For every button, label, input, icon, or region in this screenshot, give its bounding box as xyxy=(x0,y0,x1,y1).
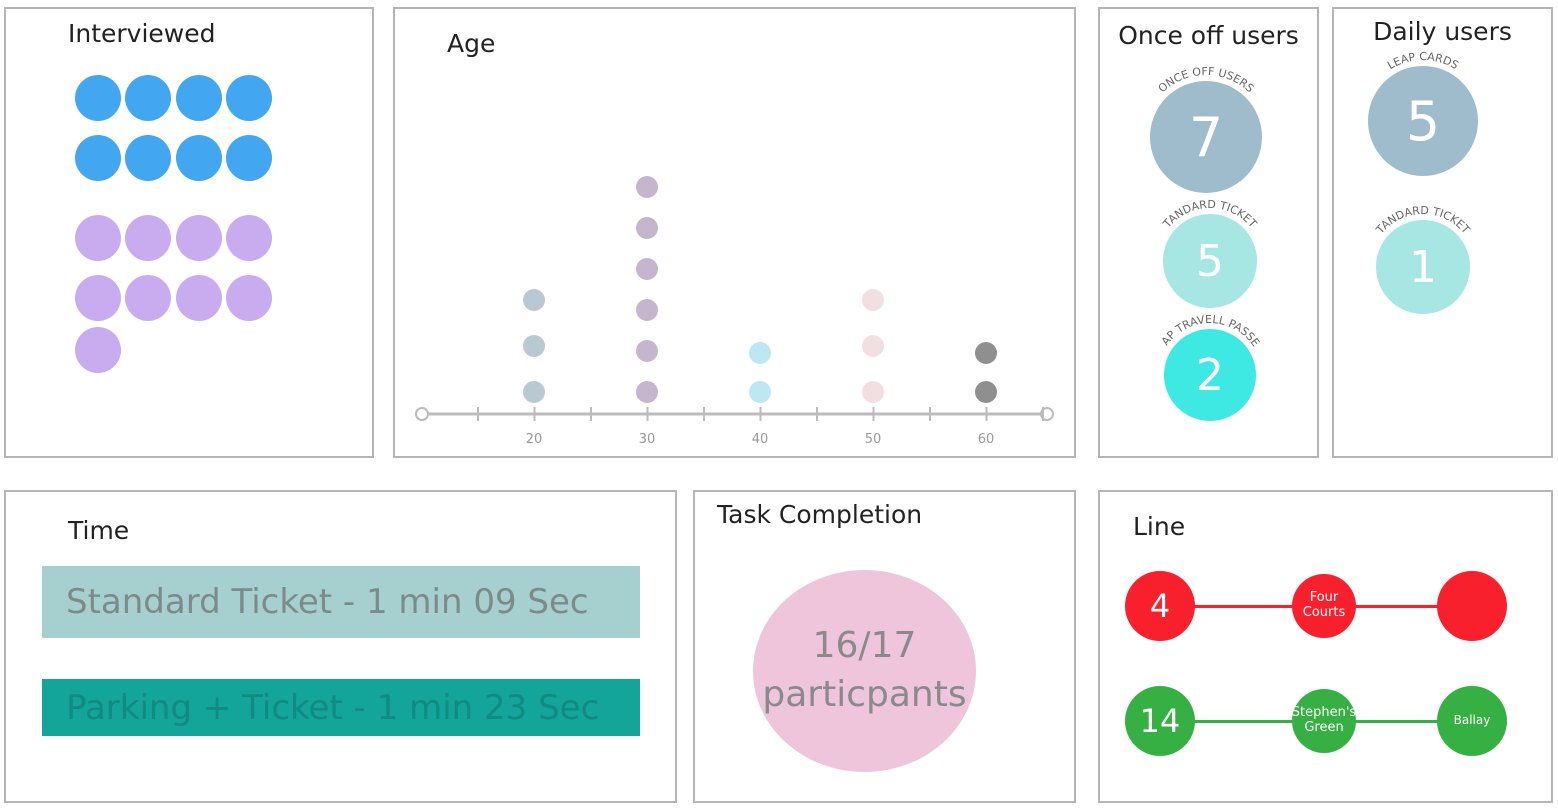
age-dot xyxy=(636,340,658,362)
task-panel: Task Completion 16/17 particpants xyxy=(693,490,1076,803)
age-tick-label: 50 xyxy=(865,432,882,447)
age-dot xyxy=(523,381,545,403)
once-off-panel: Once off users 7 ONCE OFF USERS 5 STANDARD … xyxy=(1098,7,1319,458)
once-off-circle: 5 xyxy=(1163,214,1257,308)
daily-panel: Daily users 5 LEAP CARDS 1 STANDARD TICKETS xyxy=(1332,7,1553,458)
daily-value: 1 xyxy=(1409,241,1437,293)
interviewee-dot xyxy=(226,215,272,261)
task-value: 16/17 xyxy=(812,625,917,667)
age-dot xyxy=(749,342,771,364)
age-dot xyxy=(636,176,658,198)
age-dot xyxy=(749,381,771,403)
age-tick-label: 40 xyxy=(752,432,769,447)
daily-value: 5 xyxy=(1405,89,1441,153)
time-panel: Time Standard Ticket - 1 min 09 Sec Park… xyxy=(4,490,677,803)
svg-text:LEAP CARDS: LEAP CARDS xyxy=(1385,50,1461,72)
interviewee-dot xyxy=(176,275,222,321)
interviewee-dot xyxy=(176,215,222,261)
age-dot xyxy=(523,289,545,311)
age-tick-label: 20 xyxy=(526,432,543,447)
once-off-value: 2 xyxy=(1196,349,1224,401)
interviewee-dot xyxy=(75,215,121,261)
line-stop: Four Courts xyxy=(1292,574,1356,638)
interviewee-dot xyxy=(176,135,222,181)
once-off-circle: 2 xyxy=(1164,329,1256,421)
once-off-value: 5 xyxy=(1196,235,1224,287)
age-dot xyxy=(862,381,884,403)
interviewee-dot xyxy=(125,75,171,121)
interviewee-dot xyxy=(226,75,272,121)
interviewee-dot xyxy=(75,327,121,373)
age-dot xyxy=(523,335,545,357)
age-dot xyxy=(636,299,658,321)
age-axis-end xyxy=(415,407,429,421)
daily-circle: 5 xyxy=(1368,66,1478,176)
time-bar-standard-label: Standard Ticket - 1 min 09 Sec xyxy=(66,582,589,622)
age-chart: 20 30 40 50 60 xyxy=(415,176,1054,447)
age-dot xyxy=(636,217,658,239)
interviewee-dot xyxy=(226,135,272,181)
once-off-title: Once off users xyxy=(1118,21,1299,50)
time-bar-parking-label: Parking + Ticket - 1 min 23 Sec xyxy=(66,687,600,728)
daily-circle: 1 xyxy=(1376,220,1470,314)
interviewed-panel: Interviewed xyxy=(4,7,374,458)
age-tick-label: 30 xyxy=(639,432,656,447)
age-dot xyxy=(862,335,884,357)
task-unit: particpants xyxy=(762,674,967,715)
interviewee-dot xyxy=(75,135,121,181)
line-stop: 14 xyxy=(1125,686,1195,756)
age-dot xyxy=(975,342,997,364)
interviewed-title: Interviewed xyxy=(68,19,216,48)
interviewee-dot xyxy=(176,75,222,121)
once-off-value: 7 xyxy=(1188,105,1224,169)
line-title: Line xyxy=(1133,512,1186,541)
arc-label: ONCE OFF USERS xyxy=(1156,65,1257,95)
interviewee-dot xyxy=(75,275,121,321)
line-panel: Line 4 Four Courts 14 Stephen's Green Ballay xyxy=(1098,490,1553,803)
arc-label: OAP TRAVELL PASSES xyxy=(1134,293,1262,349)
task-title: Task Completion xyxy=(717,500,923,529)
line-stop: 4 xyxy=(1125,571,1195,641)
age-dot xyxy=(636,258,658,280)
interviewee-dot xyxy=(125,135,171,181)
line-stop xyxy=(1437,571,1507,641)
time-bar-parking: Parking + Ticket - 1 min 23 Sec xyxy=(42,679,640,736)
daily-title: Daily users xyxy=(1373,17,1512,46)
time-title: Time xyxy=(68,516,130,545)
task-circle: 16/17 particpants xyxy=(753,570,976,772)
time-bar-standard: Standard Ticket - 1 min 09 Sec xyxy=(42,566,640,638)
interviewee-dot xyxy=(226,275,272,321)
arc-label: LEAP CARDS xyxy=(1385,50,1461,72)
interviewee-dot xyxy=(75,75,121,121)
age-dot xyxy=(636,381,658,403)
interviewee-dot xyxy=(125,275,171,321)
arc-label: STANDARD TICKETS xyxy=(1347,184,1473,237)
line-stop: Stephen's Green xyxy=(1292,689,1356,753)
age-tick-label: 60 xyxy=(978,432,995,447)
age-dot xyxy=(975,381,997,403)
svg-text:ONCE OFF USERS: ONCE OFF USERS xyxy=(1156,65,1257,95)
once-off-circle: 7 xyxy=(1150,81,1262,193)
age-dot xyxy=(862,289,884,311)
line-stop: Ballay xyxy=(1437,686,1507,756)
interviewee-dot xyxy=(125,215,171,261)
age-panel: Age 20 30 40 50 60 xyxy=(393,7,1076,458)
age-title: Age xyxy=(447,29,496,58)
